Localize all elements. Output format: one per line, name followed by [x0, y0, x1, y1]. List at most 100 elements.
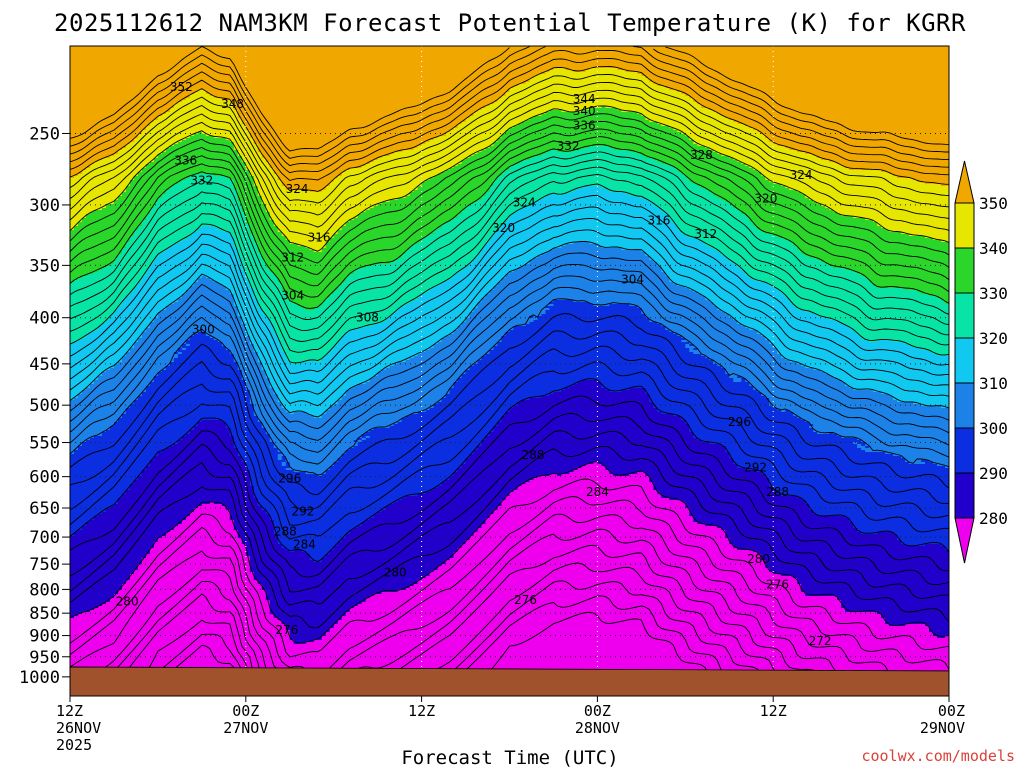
contour-line-338 [70, 113, 949, 264]
surface-band [70, 666, 949, 696]
contour-label: 316 [308, 231, 331, 245]
contour-line-292 [70, 360, 949, 540]
contour-line-282 [70, 445, 949, 629]
colorbar-segment [954, 427, 975, 474]
contour-line-320 [70, 183, 949, 364]
x-tick-label: 27NOV [223, 719, 268, 737]
contour-label: 296 [728, 415, 751, 429]
contour-line-290 [70, 378, 949, 563]
contour-line-340 [70, 105, 949, 252]
contour-line-286 [70, 412, 949, 593]
x-axis-label: Forecast Time (UTC) [401, 747, 618, 768]
contour-line-310 [70, 241, 949, 418]
y-tick-label: 350 [29, 256, 60, 276]
contour-label: 288 [521, 448, 544, 462]
y-axis: 250 300 350 400 450 500 550 600 650 700 750 800 850 9… [19, 124, 70, 688]
contour-label: 272 [809, 634, 832, 648]
contour-line-316 [70, 206, 949, 385]
contour-label: 292 [291, 505, 314, 519]
y-tick-label: 850 [29, 604, 60, 624]
contour-line-312 [70, 229, 949, 407]
contour-line-278 [70, 478, 949, 658]
contour-line-342 [70, 97, 949, 240]
contour-lines [70, 46, 949, 696]
contour-line-322 [70, 173, 949, 353]
colorbar-label: 340 [979, 239, 1008, 258]
contour-line-328 [70, 151, 949, 320]
contour-line-296 [70, 330, 949, 511]
contour-label: 324 [513, 195, 536, 209]
y-tick-label: 500 [29, 396, 60, 416]
contour-label: 280 [747, 552, 770, 566]
contour-line-360 [70, 46, 949, 152]
y-tick-label: 900 [29, 627, 60, 647]
x-tick-label: 12Z [56, 702, 83, 720]
colorbar-label: 290 [979, 464, 1008, 483]
contour-line-330 [70, 143, 949, 309]
contour-line-352 [70, 58, 949, 182]
contour-line-294 [70, 345, 949, 526]
contour-label: 324 [286, 182, 309, 196]
colorbar-segment [954, 382, 975, 429]
contour-line-274 [70, 513, 949, 694]
contour-line-306 [70, 264, 949, 441]
contour-line-346 [70, 82, 949, 216]
contour-line-326 [70, 158, 949, 332]
y-tick-label: 750 [29, 555, 60, 575]
y-tick-label: 600 [29, 468, 60, 488]
contour-label: 340 [573, 104, 596, 118]
contour-label: 332 [190, 174, 213, 188]
contour-label: 312 [281, 250, 304, 264]
credit-text[interactable]: coolwx.com/models [861, 747, 1015, 765]
y-tick-label: 700 [29, 528, 60, 548]
contour-label: 336 [573, 119, 596, 133]
colorbar-segment [954, 292, 975, 339]
contour-line-302 [70, 286, 949, 465]
contour-line-332 [70, 136, 949, 298]
colorbar-segment [954, 472, 975, 519]
contour-line-304 [70, 275, 949, 453]
contour-label: 344 [573, 92, 596, 106]
contour-label: 352 [170, 80, 193, 94]
contour-line-324 [70, 166, 949, 342]
y-tick-label: 550 [29, 434, 60, 454]
colorbar-segment [954, 247, 975, 294]
y-tick-label: 450 [29, 355, 60, 375]
colorbar-label: 280 [979, 509, 1008, 528]
contour-label: 288 [766, 485, 789, 499]
x-tick-label: 00Z [232, 702, 259, 720]
contour-label: 296 [278, 472, 301, 486]
contour-line-288 [70, 395, 949, 578]
x-tick-label: 12Z [408, 702, 435, 720]
contour-line-354 [70, 49, 949, 174]
contour-label: 300 [192, 322, 215, 336]
contour-label: 308 [356, 311, 379, 325]
colorbar-segment [954, 202, 975, 249]
y-tick-label: 300 [29, 196, 60, 216]
contour-line-266 [129, 580, 794, 696]
contour-line-344 [70, 89, 949, 228]
contour-label: 280 [384, 565, 407, 579]
y-tick-label: 800 [29, 580, 60, 600]
contour-line-268 [109, 562, 810, 696]
contour-line-300 [70, 298, 949, 476]
x-tick-label: 12Z [760, 702, 787, 720]
colorbar-label: 350 [979, 194, 1008, 213]
y-tick-label: 400 [29, 309, 60, 329]
contour-label: 304 [281, 289, 304, 303]
grid-lines [70, 46, 949, 696]
contour-label: 336 [174, 154, 197, 168]
x-tick-label: 29NOV [920, 719, 965, 737]
contour-label: 328 [690, 148, 713, 162]
contour-line-358 [70, 46, 949, 159]
contour-line-298 [70, 313, 949, 496]
contour-line-308 [70, 252, 949, 430]
surface-terrain [70, 666, 949, 696]
contour-label: 276 [514, 593, 537, 607]
contour-line-276 [70, 496, 949, 679]
y-tick-label: 250 [29, 124, 60, 144]
contour-line-350 [70, 66, 949, 192]
contour-label: 320 [754, 191, 777, 205]
